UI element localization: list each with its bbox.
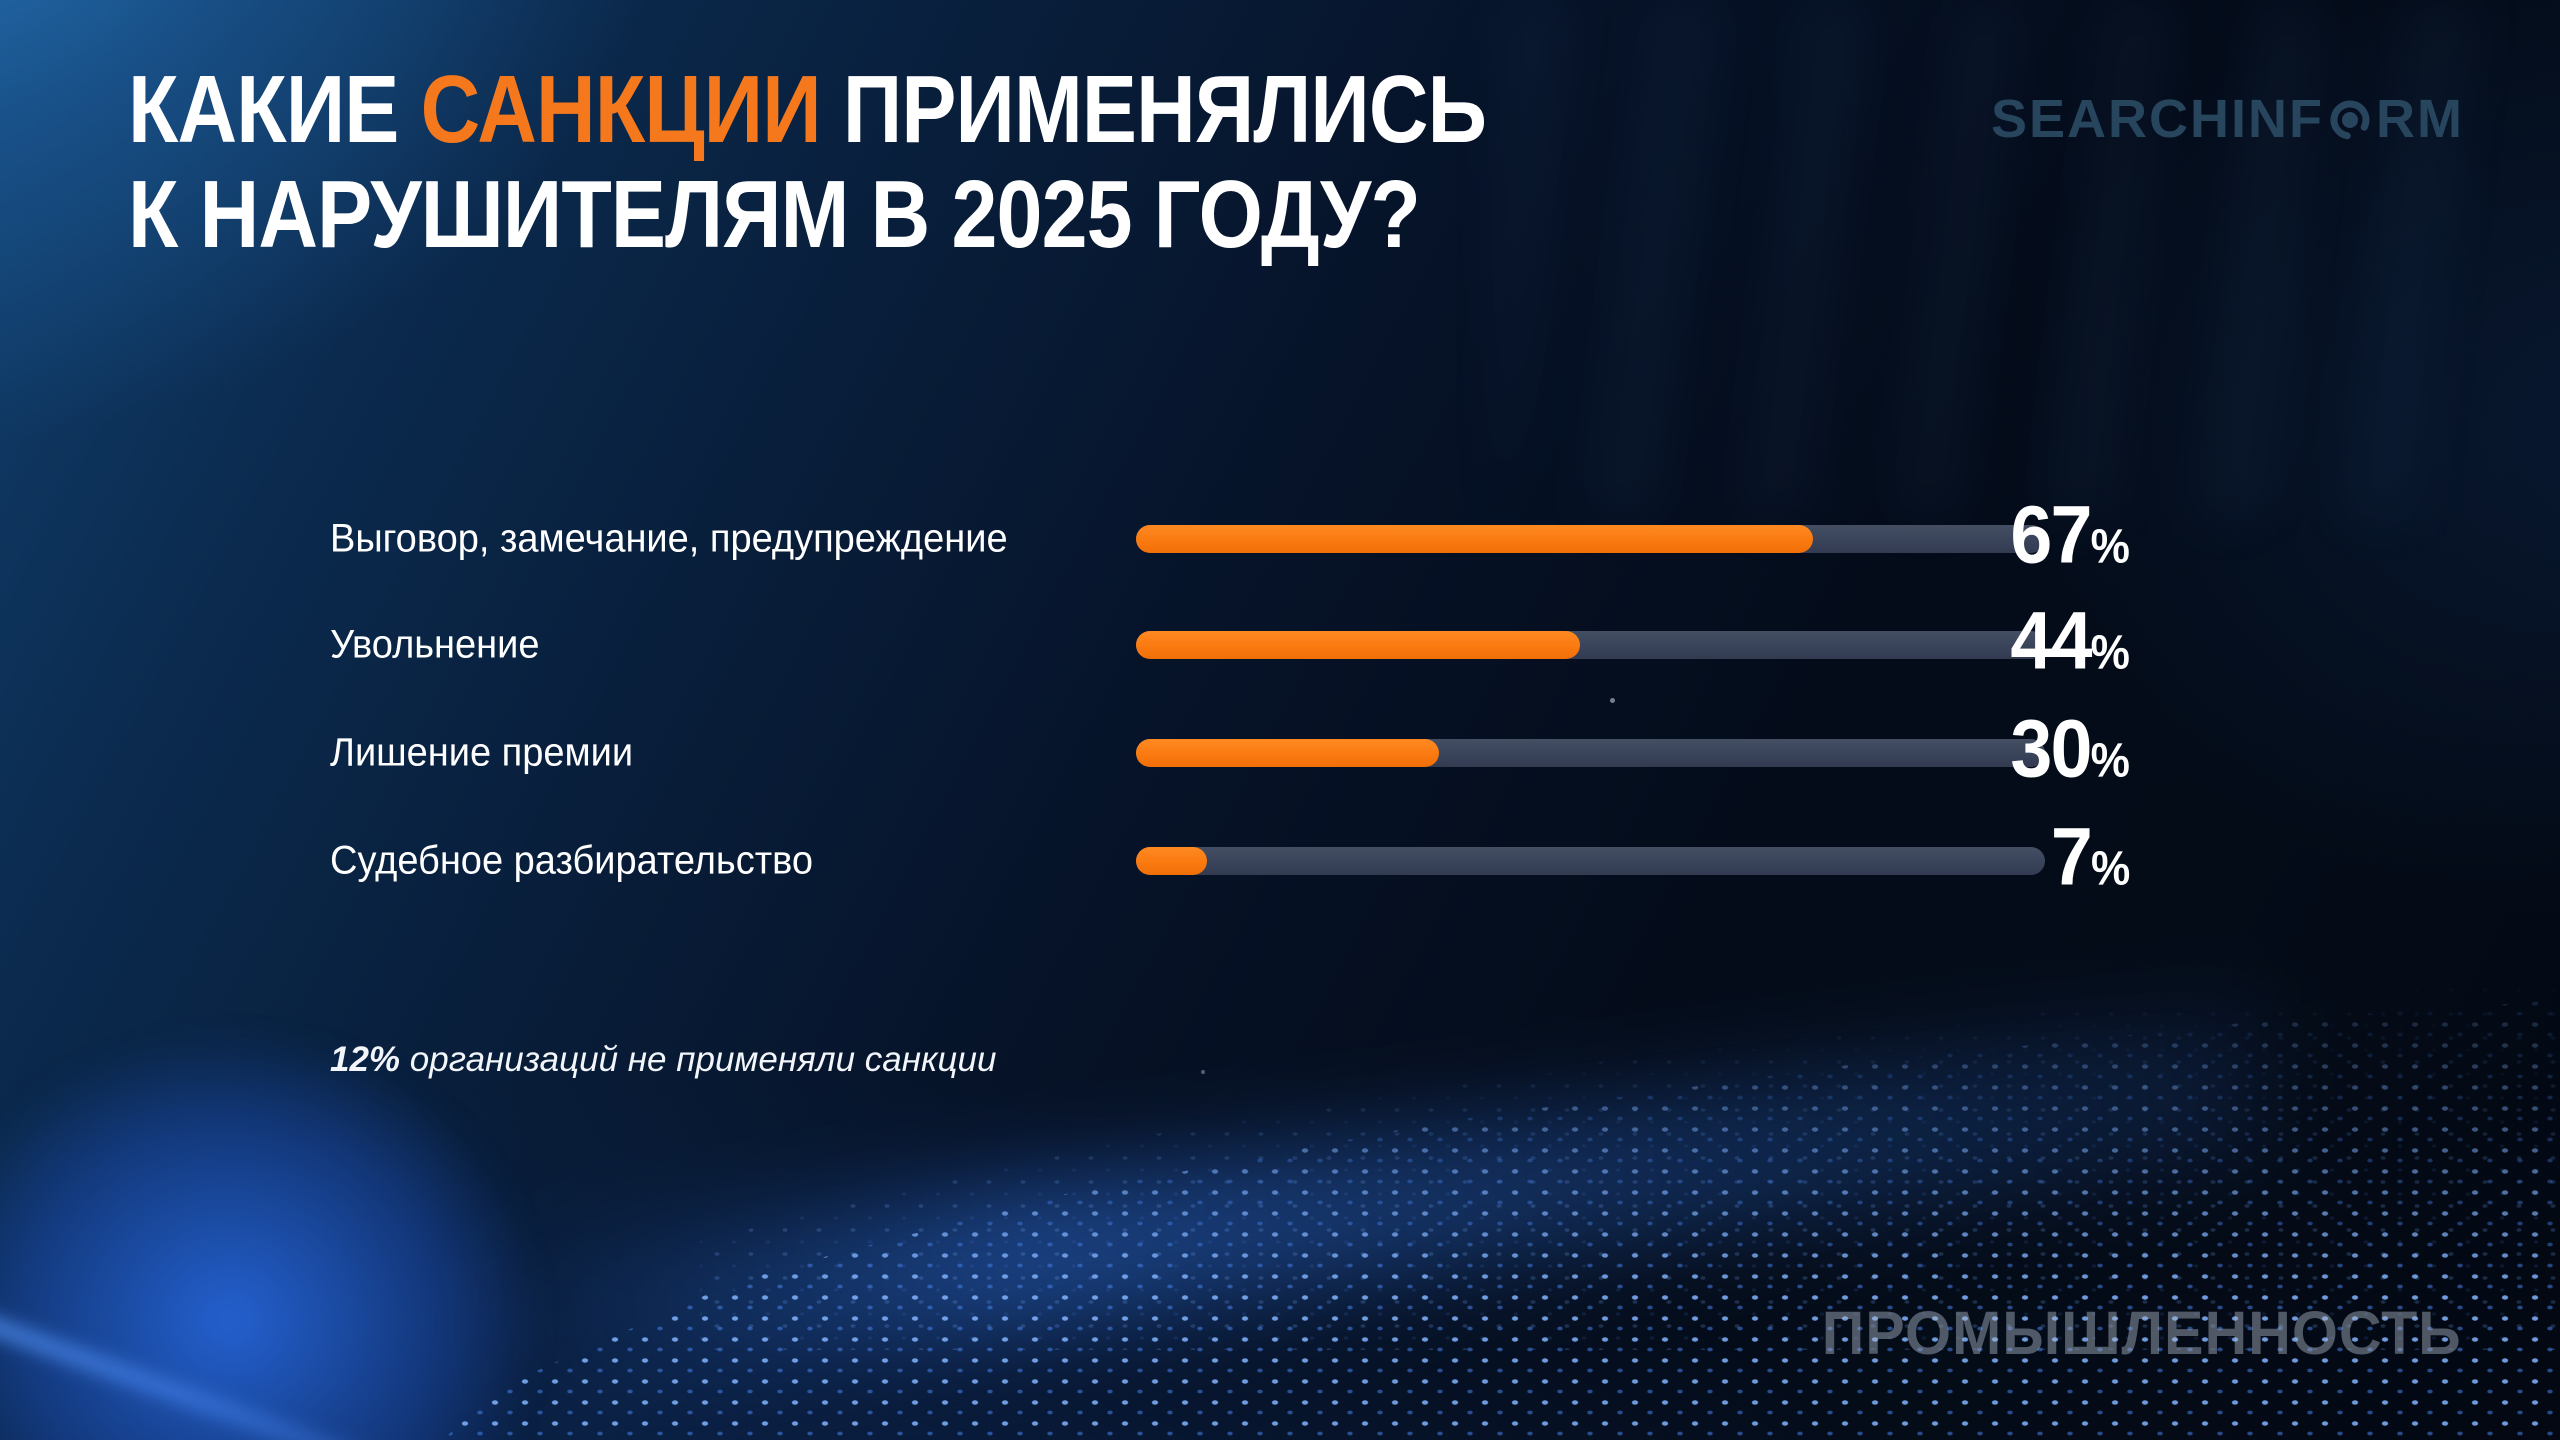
background-speck bbox=[1201, 1070, 1205, 1074]
dot-field-far bbox=[700, 980, 2560, 1350]
bar-value-unit: % bbox=[2090, 520, 2130, 574]
bar-track bbox=[1136, 525, 2045, 553]
bar-label: Судебное разбирательство bbox=[330, 838, 814, 883]
title-accent-word: САНКЦИИ bbox=[420, 56, 822, 163]
bar-value-number: 30 bbox=[2010, 703, 2092, 795]
background-light-streaks bbox=[1500, 0, 2500, 520]
bar-value-label: 30% bbox=[2010, 708, 2130, 791]
searchinform-logo: SEARCHINF RM bbox=[1991, 88, 2464, 150]
bar-value-unit: % bbox=[2090, 734, 2130, 788]
page-title: КАКИЕ САНКЦИИ ПРИМЕНЯЛИСЬ К НАРУШИТЕЛЯМ … bbox=[128, 56, 1487, 268]
logo-text-left: SEARCHINF bbox=[1991, 89, 2325, 149]
title-line1-suffix: ПРИМЕНЯЛИСЬ bbox=[820, 56, 1487, 163]
background-speck bbox=[1610, 698, 1615, 703]
bar-row: Судебное разбирательство 7% bbox=[330, 816, 2130, 898]
bar-value-number: 67 bbox=[2010, 489, 2092, 581]
bar-row: Выговор, замечание, предупреждение 67% bbox=[330, 494, 2130, 576]
bar-label: Лишение премии bbox=[330, 730, 634, 775]
bar-row: Увольнение 44% bbox=[330, 600, 2130, 682]
bar-value-label: 44% bbox=[2010, 600, 2130, 683]
wave-edge-highlight bbox=[0, 1306, 565, 1440]
footnote-highlight: 12% bbox=[330, 1040, 401, 1079]
title-line1: КАКИЕ САНКЦИИ ПРИМЕНЯЛИСЬ bbox=[128, 56, 1487, 163]
bar-fill bbox=[1136, 631, 1581, 659]
bar-label: Увольнение bbox=[330, 622, 540, 667]
bar-track bbox=[1136, 847, 2045, 875]
bar-row: Лишение премии 30% bbox=[330, 708, 2130, 790]
industry-tag: ПРОМЫШЛЕННОСТЬ bbox=[1822, 1299, 2462, 1367]
footnote: 12% организаций не применяли санкции bbox=[330, 1040, 996, 1080]
bar-fill bbox=[1136, 739, 1439, 767]
bar-value-label: 67% bbox=[2010, 494, 2130, 577]
bar-value-unit: % bbox=[2090, 626, 2130, 680]
bar-fill bbox=[1136, 525, 1813, 553]
bar-track bbox=[1136, 631, 2045, 659]
bottom-left-glow bbox=[0, 940, 640, 1440]
bar-fill bbox=[1136, 847, 1207, 875]
bar-value-number: 7 bbox=[2050, 811, 2093, 903]
title-line2: К НАРУШИТЕЛЯМ В 2025 ГОДУ? bbox=[128, 160, 1421, 268]
target-ring-icon bbox=[2330, 100, 2370, 140]
logo-text-right: RM bbox=[2376, 89, 2464, 149]
bar-value-unit: % bbox=[2090, 842, 2130, 896]
bar-value-number: 44 bbox=[2010, 595, 2092, 687]
footnote-text: организаций не применяли санкции bbox=[400, 1040, 997, 1079]
bar-label: Выговор, замечание, предупреждение bbox=[330, 516, 1008, 561]
title-line1-prefix: КАКИЕ bbox=[128, 56, 421, 163]
bar-value-label: 7% bbox=[2051, 816, 2130, 899]
bar-track bbox=[1136, 739, 2045, 767]
